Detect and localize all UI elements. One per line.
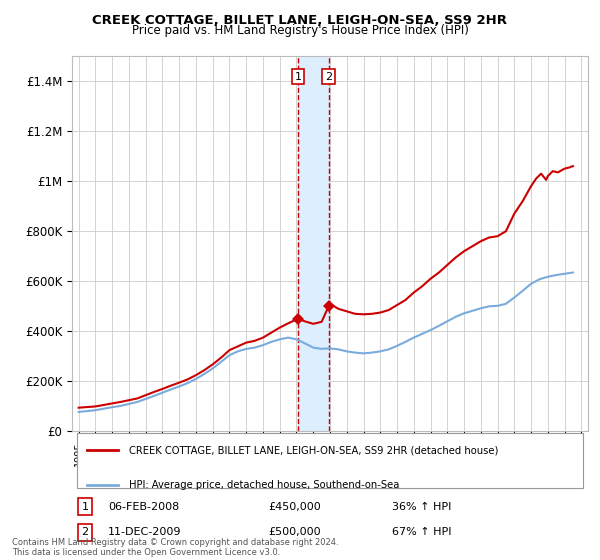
Text: 67% ↑ HPI: 67% ↑ HPI	[392, 528, 451, 538]
Text: £500,000: £500,000	[268, 528, 321, 538]
FancyBboxPatch shape	[77, 433, 583, 488]
Text: 11-DEC-2009: 11-DEC-2009	[108, 528, 182, 538]
Text: 36% ↑ HPI: 36% ↑ HPI	[392, 502, 451, 512]
Text: 1: 1	[82, 502, 88, 512]
Bar	[298, 56, 329, 431]
Text: CREEK COTTAGE, BILLET LANE, LEIGH-ON-SEA, SS9 2HR: CREEK COTTAGE, BILLET LANE, LEIGH-ON-SEA…	[92, 14, 508, 27]
Text: HPI: Average price, detached house, Southend-on-Sea: HPI: Average price, detached house, Sout…	[129, 480, 399, 491]
Text: 2: 2	[325, 72, 332, 82]
Text: £450,000: £450,000	[268, 502, 321, 512]
Text: Contains HM Land Registry data © Crown copyright and database right 2024.
This d: Contains HM Land Registry data © Crown c…	[12, 538, 338, 557]
Text: CREEK COTTAGE, BILLET LANE, LEIGH-ON-SEA, SS9 2HR (detached house): CREEK COTTAGE, BILLET LANE, LEIGH-ON-SEA…	[129, 445, 498, 455]
Text: 2: 2	[82, 528, 88, 538]
Text: 06-FEB-2008: 06-FEB-2008	[108, 502, 179, 512]
Text: Price paid vs. HM Land Registry's House Price Index (HPI): Price paid vs. HM Land Registry's House …	[131, 24, 469, 36]
Text: 1: 1	[295, 72, 301, 82]
